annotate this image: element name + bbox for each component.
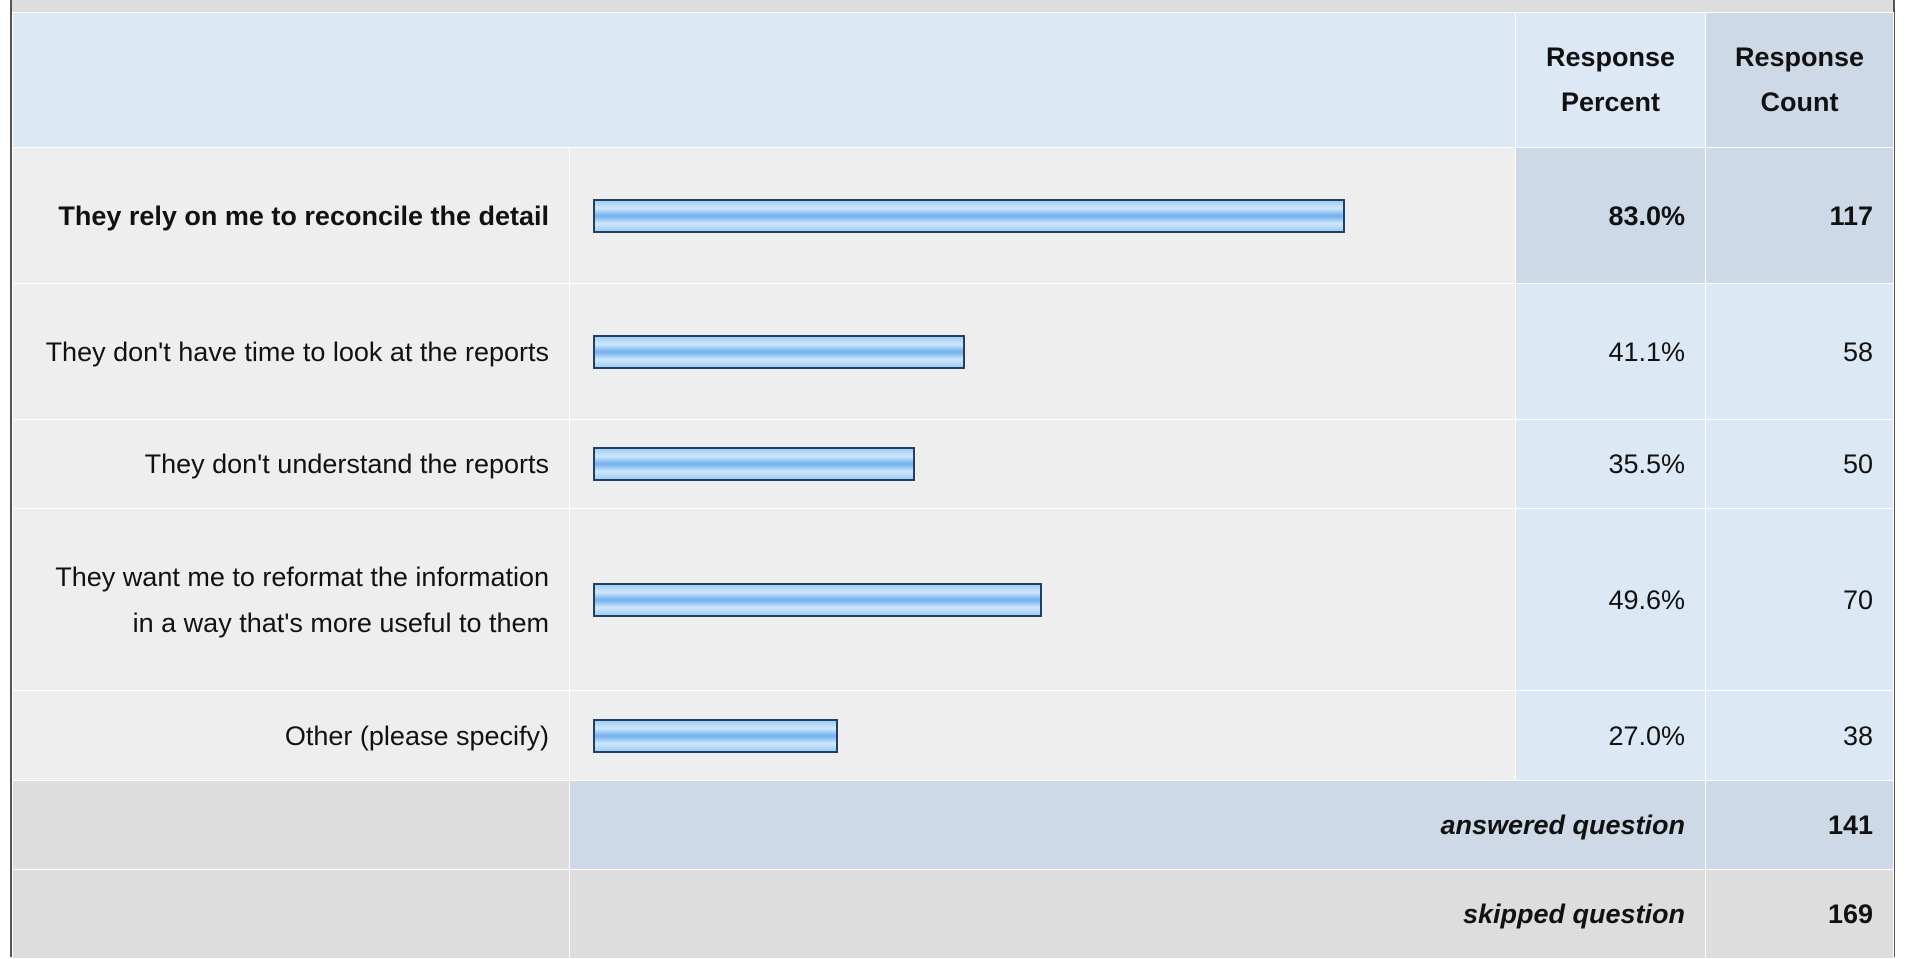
answer-label: They want me to reformat the information… bbox=[12, 508, 570, 691]
response-row: They don't have time to look at the repo… bbox=[12, 283, 1894, 420]
bar-cell bbox=[569, 147, 1516, 284]
answer-label: They don't understand the reports bbox=[12, 419, 570, 509]
answer-label: They rely on me to reconcile the detail bbox=[12, 147, 570, 284]
table-body: They rely on me to reconcile the detail 8… bbox=[12, 147, 1894, 959]
response-percent: 83.0% bbox=[1515, 147, 1706, 284]
response-percent: 27.0% bbox=[1515, 690, 1706, 781]
answer-label: They don't have time to look at the repo… bbox=[12, 283, 570, 420]
bar-track bbox=[593, 447, 1499, 481]
response-row: They rely on me to reconcile the detail 8… bbox=[12, 147, 1894, 284]
summary-row: answered question 141 bbox=[12, 780, 1894, 870]
header-blank bbox=[12, 12, 1516, 148]
bar-cell bbox=[569, 508, 1516, 691]
response-percent: 41.1% bbox=[1515, 283, 1706, 420]
bar bbox=[593, 198, 1345, 233]
summary-row: skipped question 169 bbox=[12, 869, 1894, 959]
bar-track bbox=[593, 718, 1499, 753]
response-count: 38 bbox=[1705, 690, 1894, 781]
response-row: Other (please specify) 27.0% 38 bbox=[12, 690, 1894, 781]
bar-cell bbox=[569, 419, 1516, 509]
response-row: They don't understand the reports 35.5% 50 bbox=[12, 419, 1894, 509]
results-panel: Response Percent Response Count They rel… bbox=[10, 0, 1895, 959]
response-row: They want me to reformat the information… bbox=[12, 508, 1894, 691]
bar bbox=[593, 582, 1043, 617]
bar bbox=[593, 334, 966, 369]
summary-blank bbox=[12, 869, 570, 959]
summary-count: 169 bbox=[1705, 869, 1894, 959]
summary-label: answered question bbox=[569, 780, 1706, 870]
top-band bbox=[12, 0, 1893, 12]
bar-track bbox=[593, 334, 1499, 369]
summary-blank bbox=[12, 780, 570, 870]
bar bbox=[593, 447, 915, 481]
results-table: Response Percent Response Count They rel… bbox=[12, 12, 1894, 959]
bar-track bbox=[593, 582, 1499, 617]
bar-cell bbox=[569, 283, 1516, 420]
header-row: Response Percent Response Count bbox=[12, 12, 1894, 148]
column-header: Response Count bbox=[1705, 12, 1894, 148]
response-count: 58 bbox=[1705, 283, 1894, 420]
column-header: Response Percent bbox=[1515, 12, 1706, 148]
bar bbox=[593, 718, 838, 753]
response-count: 50 bbox=[1705, 419, 1894, 509]
answer-label: Other (please specify) bbox=[12, 690, 570, 781]
bar-cell bbox=[569, 690, 1516, 781]
response-percent: 35.5% bbox=[1515, 419, 1706, 509]
response-count: 117 bbox=[1705, 147, 1894, 284]
summary-count: 141 bbox=[1705, 780, 1894, 870]
bar-track bbox=[593, 198, 1499, 233]
response-count: 70 bbox=[1705, 508, 1894, 691]
summary-label: skipped question bbox=[569, 869, 1706, 959]
response-percent: 49.6% bbox=[1515, 508, 1706, 691]
